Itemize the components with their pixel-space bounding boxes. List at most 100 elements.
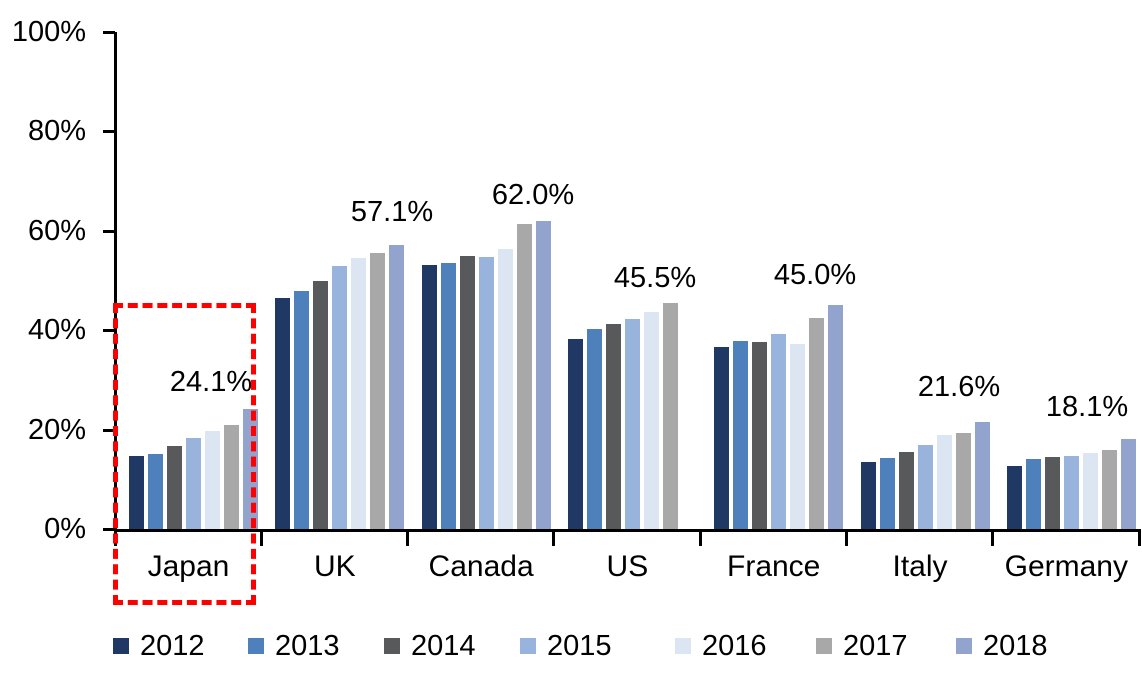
bar-italy-2017 (955, 433, 971, 529)
x-axis-tick (552, 529, 556, 546)
legend-item-2018: 2018 (956, 628, 1048, 664)
bar-italy-2012 (860, 462, 876, 529)
legend-label-2014: 2014 (411, 630, 476, 662)
bar-italy-2016 (936, 434, 952, 529)
x-axis-tick (406, 529, 410, 546)
bar-japan-2017 (224, 424, 239, 529)
y-axis-tick (103, 229, 115, 233)
legend-swatch-2013 (248, 638, 264, 654)
bar-uk-2018 (389, 245, 405, 529)
x-axis-tick (845, 529, 848, 546)
legend-label-2017: 2017 (843, 630, 908, 662)
legend-label-2015: 2015 (547, 630, 612, 662)
bar-japan-2014 (167, 446, 182, 529)
bar-us-2015 (624, 318, 640, 529)
category-label-italy: Italy (892, 550, 948, 583)
bar-italy-2018 (974, 421, 990, 529)
x-axis-tick (113, 529, 117, 546)
category-label-japan: Japan (147, 550, 230, 583)
x-axis-tick (259, 529, 263, 546)
bar-italy-2013 (879, 458, 895, 529)
legend-swatch-2018 (956, 638, 972, 654)
bar-germany-2018 (1120, 439, 1136, 529)
bar-germany-2012 (1006, 466, 1022, 529)
bar-japan-2018 (243, 409, 258, 529)
legend-item-2013: 2013 (248, 628, 340, 664)
legend-item-2015: 2015 (520, 628, 612, 664)
data-label-us: 45.5% (613, 262, 697, 294)
category-label-germany: Germany (1004, 550, 1128, 583)
bar-canada-2013 (440, 262, 456, 529)
legend-label-2013: 2013 (275, 630, 340, 662)
y-axis-label: 100% (11, 16, 86, 48)
bar-germany-2016 (1082, 452, 1098, 529)
bar-italy-2014 (898, 452, 914, 529)
y-axis-tick (103, 130, 115, 134)
bar-us-2016 (643, 311, 659, 529)
y-axis-label: 0% (44, 513, 86, 545)
data-label-italy: 21.6% (917, 371, 1001, 403)
y-axis-label: 80% (27, 115, 86, 148)
legend-item-2012: 2012 (113, 628, 205, 664)
bar-japan-2016 (205, 430, 220, 529)
legend-label-2016: 2016 (702, 630, 767, 662)
category-label-us: US (606, 550, 649, 583)
data-label-uk: 57.1% (350, 196, 434, 228)
y-axis-label: 20% (27, 413, 86, 446)
bar-canada-2016 (497, 249, 513, 529)
bar-france-2016 (790, 343, 806, 529)
bar-germany-2013 (1025, 459, 1041, 529)
y-axis-tick (103, 329, 115, 333)
bar-uk-2017 (370, 252, 386, 529)
bar-germany-2017 (1101, 449, 1117, 529)
data-label-france: 45.0% (773, 259, 857, 291)
bar-france-2012 (714, 346, 730, 529)
bar-france-2015 (771, 334, 787, 529)
bar-japan-2015 (186, 438, 201, 529)
category-label-france: France (727, 550, 821, 583)
bar-uk-2014 (313, 281, 329, 529)
legend-item-2017: 2017 (816, 628, 908, 664)
y-axis-label: 60% (27, 214, 86, 247)
legend-label-2012: 2012 (140, 630, 205, 662)
bar-us-2013 (586, 329, 602, 529)
x-axis-tick (698, 529, 702, 546)
category-label-canada: Canada (428, 550, 534, 583)
bar-canada-2018 (535, 220, 551, 529)
legend-swatch-2015 (520, 638, 536, 654)
bar-us-2017 (662, 302, 678, 529)
data-label-japan: 24.1% (169, 366, 253, 398)
bar-canada-2012 (421, 265, 437, 529)
bar-uk-2016 (351, 257, 367, 529)
bar-canada-2015 (478, 256, 494, 529)
bar-france-2013 (733, 341, 749, 529)
y-axis-tick (103, 528, 115, 531)
bar-uk-2012 (275, 298, 291, 529)
y-axis-line (114, 32, 117, 532)
bar-japan-2013 (148, 454, 163, 529)
x-axis-line (114, 529, 1140, 532)
legend-swatch-2014 (384, 638, 400, 654)
bar-canada-2014 (459, 255, 475, 529)
legend-item-2014: 2014 (384, 628, 476, 664)
y-axis-label: 40% (27, 314, 86, 347)
bar-uk-2013 (294, 291, 310, 529)
bar-italy-2015 (917, 445, 933, 529)
x-axis-tick (1137, 529, 1141, 546)
bar-uk-2015 (332, 265, 348, 529)
data-label-canada: 62.0% (491, 179, 575, 211)
bar-germany-2014 (1044, 457, 1060, 529)
legend-swatch-2012 (113, 638, 129, 654)
legend-item-2016: 2016 (675, 628, 767, 664)
bar-france-2014 (752, 341, 768, 529)
bar-france-2018 (828, 305, 844, 529)
x-axis-tick (991, 529, 995, 546)
legend-swatch-2016 (675, 638, 691, 654)
bar-canada-2017 (516, 223, 532, 529)
bar-us-2014 (605, 324, 621, 529)
y-axis-tick (103, 31, 115, 34)
legend-label-2018: 2018 (983, 630, 1048, 662)
bar-france-2017 (809, 318, 825, 529)
data-label-germany: 18.1% (1045, 391, 1129, 423)
